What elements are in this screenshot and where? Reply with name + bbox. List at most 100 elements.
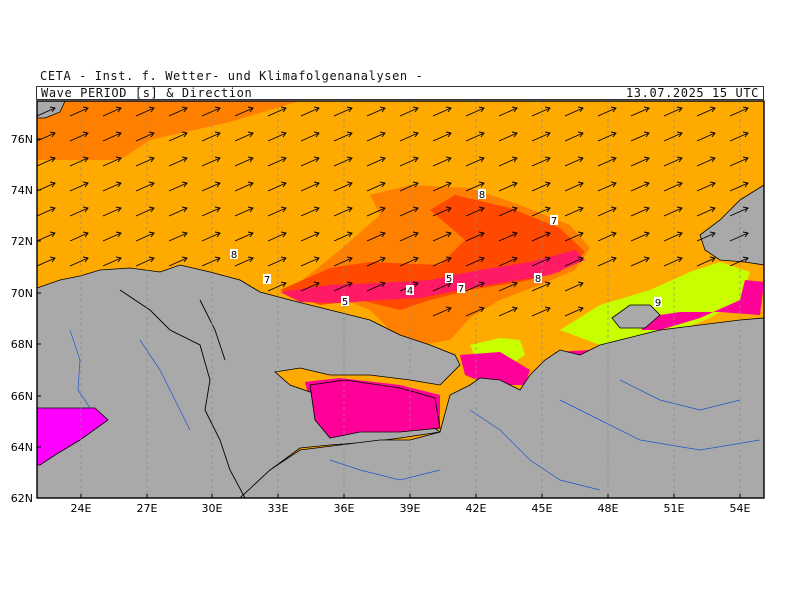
direction-arrow xyxy=(399,131,419,142)
band-7-8-north xyxy=(37,101,300,160)
direction-arrow xyxy=(498,181,518,192)
longitude-axis: 24E 27E 30E 33E 36E 39E 42E 45E 48E 51E 54E xyxy=(71,494,751,515)
direction-arrow xyxy=(465,106,485,117)
direction-arrow xyxy=(69,156,89,167)
lon-tick-label: 45E xyxy=(532,502,553,515)
direction-arrow xyxy=(37,131,56,142)
direction-arrow xyxy=(300,231,320,242)
direction-arrow xyxy=(432,156,452,167)
direction-arrow xyxy=(135,256,155,267)
lon-tick-label: 36E xyxy=(334,502,355,515)
band-5-6 xyxy=(280,250,585,303)
direction-arrow xyxy=(168,231,188,242)
contour-label: 8 xyxy=(478,189,486,201)
direction-arrow xyxy=(531,131,551,142)
direction-arrow xyxy=(102,181,122,192)
svg-text:8: 8 xyxy=(479,190,485,201)
direction-arrow xyxy=(135,206,155,217)
direction-arrow xyxy=(630,256,650,267)
direction-arrow xyxy=(102,156,122,167)
direction-arrow xyxy=(267,106,287,117)
direction-arrow xyxy=(465,131,485,142)
direction-arrow xyxy=(432,256,452,267)
direction-arrow xyxy=(300,156,320,167)
direction-arrow xyxy=(135,181,155,192)
land-novaya-zemlya-tip xyxy=(699,184,764,266)
direction-arrow xyxy=(234,131,254,142)
lat-tick-label: 68N xyxy=(11,338,33,351)
lon-tick-label: 24E xyxy=(71,502,92,515)
direction-arrow xyxy=(201,181,221,192)
direction-arrow xyxy=(465,181,485,192)
lat-tick-label: 62N xyxy=(11,492,33,505)
direction-arrow xyxy=(498,206,518,217)
lon-tick-label: 42E xyxy=(466,502,487,515)
direction-arrow xyxy=(168,156,188,167)
svg-text:8: 8 xyxy=(231,250,237,261)
direction-arrow xyxy=(300,281,320,292)
lat-tick-label: 76N xyxy=(11,133,33,146)
lat-tick-label: 70N xyxy=(11,287,33,300)
direction-arrow xyxy=(168,206,188,217)
direction-arrow xyxy=(399,206,419,217)
direction-arrow xyxy=(333,181,353,192)
direction-arrow xyxy=(564,106,584,117)
direction-arrow xyxy=(201,131,221,142)
contour-labels: 878754578987 xyxy=(230,189,662,309)
direction-arrow xyxy=(597,156,617,167)
direction-arrow xyxy=(696,106,716,117)
map-frame xyxy=(36,100,765,499)
direction-arrow xyxy=(531,181,551,192)
direction-arrow xyxy=(630,156,650,167)
contour-label: 4 xyxy=(406,285,414,297)
direction-arrow xyxy=(102,231,122,242)
direction-arrow xyxy=(696,256,716,267)
direction-arrow xyxy=(102,206,122,217)
svg-text:7: 7 xyxy=(551,216,557,227)
direction-arrow xyxy=(267,156,287,167)
direction-arrow xyxy=(597,256,617,267)
direction-arrow xyxy=(498,131,518,142)
rivers xyxy=(69,329,761,491)
direction-arrow xyxy=(333,106,353,117)
direction-arrow xyxy=(432,231,452,242)
direction-arrow xyxy=(498,256,518,267)
direction-arrow xyxy=(366,231,386,242)
direction-arrow xyxy=(201,231,221,242)
contour-label: 9 xyxy=(654,297,662,309)
svg-text:9: 9 xyxy=(655,298,661,309)
direction-arrow xyxy=(102,131,122,142)
direction-arrow xyxy=(267,206,287,217)
direction-arrow xyxy=(597,106,617,117)
lat-tick-label: 72N xyxy=(11,235,33,248)
direction-arrow xyxy=(267,281,287,292)
direction-arrow xyxy=(696,156,716,167)
direction-arrow xyxy=(465,281,485,292)
direction-arrow xyxy=(102,106,122,117)
direction-arrow xyxy=(531,231,551,242)
direction-arrow xyxy=(729,231,749,242)
direction-arrow xyxy=(597,231,617,242)
direction-arrow xyxy=(696,131,716,142)
direction-arrow xyxy=(300,131,320,142)
direction-arrow xyxy=(366,256,386,267)
direction-arrow xyxy=(432,181,452,192)
direction-arrow xyxy=(234,256,254,267)
svg-text:8: 8 xyxy=(535,274,541,285)
direction-arrow xyxy=(366,106,386,117)
direction-arrow xyxy=(135,131,155,142)
contour-label: 8 xyxy=(230,249,238,261)
lon-tick-label: 39E xyxy=(400,502,421,515)
direction-arrow xyxy=(234,231,254,242)
direction-arrow xyxy=(663,131,683,142)
direction-arrow xyxy=(663,106,683,117)
direction-arrow xyxy=(69,106,89,117)
direction-arrow xyxy=(564,156,584,167)
land xyxy=(37,101,764,498)
direction-arrow xyxy=(333,156,353,167)
lon-tick-label: 54E xyxy=(730,502,751,515)
direction-arrow xyxy=(630,181,650,192)
direction-arrow xyxy=(201,156,221,167)
contour-label: 7 xyxy=(263,274,271,286)
direction-arrow xyxy=(729,181,749,192)
